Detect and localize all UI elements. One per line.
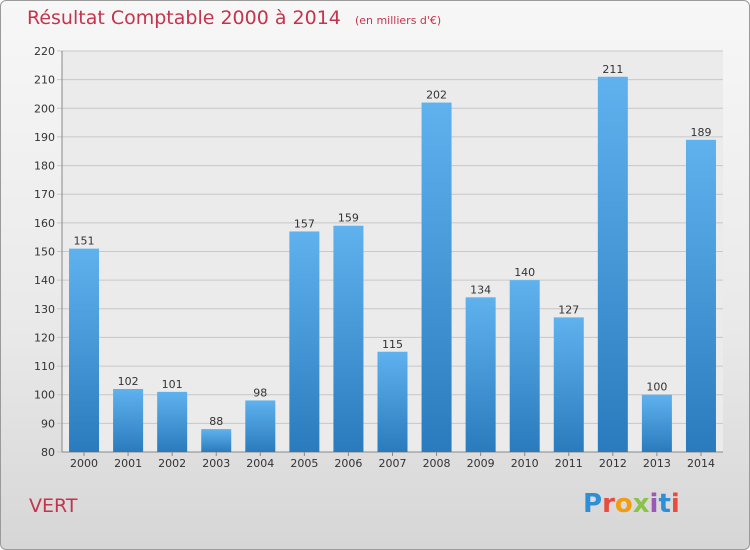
x-tick-label: 2001 [114, 457, 142, 470]
bar [465, 297, 496, 452]
x-tick-label: 2006 [334, 457, 362, 470]
bar [421, 102, 452, 453]
bar [113, 388, 144, 452]
y-tick-label: 80 [41, 446, 55, 459]
x-tick-label: 2010 [511, 457, 539, 470]
x-tick-label: 2011 [555, 457, 583, 470]
x-tick-label: 2012 [599, 457, 627, 470]
y-tick-label: 100 [34, 389, 55, 402]
data-label: 151 [74, 235, 95, 248]
bar [597, 76, 628, 453]
data-label: 202 [426, 89, 447, 102]
x-tick-label: 2009 [467, 457, 495, 470]
y-tick-label: 140 [34, 274, 55, 287]
x-tick-label: 2000 [70, 457, 98, 470]
bar [333, 225, 364, 452]
bar [289, 231, 320, 452]
x-tick-label: 2007 [379, 457, 407, 470]
x-tick-label: 2014 [687, 457, 715, 470]
logo-letter: i [670, 489, 680, 519]
chart-subtitle: (en milliers d'€) [354, 14, 442, 27]
data-label: 101 [162, 378, 183, 391]
y-tick-label: 200 [34, 102, 55, 115]
x-tick-label: 2005 [290, 457, 318, 470]
chart-title-text: Résultat Comptable 2000 à 2014 [27, 7, 341, 29]
bar [553, 317, 584, 452]
bar [245, 400, 276, 452]
x-tick-label: 2008 [423, 457, 451, 470]
y-tick-label: 120 [34, 331, 55, 344]
data-label: 140 [514, 266, 535, 279]
x-tick-label: 2004 [246, 457, 274, 470]
x-tick-label: 2002 [158, 457, 186, 470]
data-label: 88 [209, 415, 223, 428]
y-tick-label: 170 [34, 188, 55, 201]
logo-letter: P [583, 489, 603, 519]
data-label: 100 [646, 381, 667, 394]
bar [685, 139, 716, 453]
y-tick-label: 190 [34, 131, 55, 144]
proxiti-logo: Proxiti [583, 489, 680, 519]
data-label: 189 [690, 126, 711, 139]
logo-letter: t [658, 489, 671, 519]
y-tick-label: 110 [34, 360, 55, 373]
logo-letter: i [649, 489, 659, 519]
data-label: 159 [338, 212, 359, 225]
commune-label: VERT [29, 495, 78, 517]
y-tick-label: 180 [34, 160, 55, 173]
logo-letter: o [614, 489, 633, 519]
y-tick-label: 150 [34, 246, 55, 259]
bar [377, 351, 408, 452]
bar [201, 429, 232, 452]
y-tick-label: 160 [34, 217, 55, 230]
y-tick-label: 90 [41, 417, 55, 430]
bar [157, 391, 188, 452]
x-tick-label: 2013 [643, 457, 671, 470]
data-label: 211 [602, 63, 623, 76]
chart-title: Résultat Comptable 2000 à 2014 (en milli… [27, 7, 441, 29]
data-label: 98 [253, 386, 267, 399]
bar [69, 248, 100, 452]
logo-letter: r [602, 489, 615, 519]
bar [641, 394, 672, 452]
data-label: 127 [558, 303, 579, 316]
data-label: 157 [294, 217, 315, 230]
logo-letter: x [632, 489, 650, 519]
data-label: 134 [470, 283, 491, 296]
x-tick-label: 2003 [202, 457, 230, 470]
y-tick-label: 130 [34, 303, 55, 316]
bar [509, 280, 540, 452]
data-label: 115 [382, 338, 403, 351]
y-tick-label: 220 [34, 45, 55, 58]
data-label: 102 [118, 375, 139, 388]
y-tick-label: 210 [34, 74, 55, 87]
